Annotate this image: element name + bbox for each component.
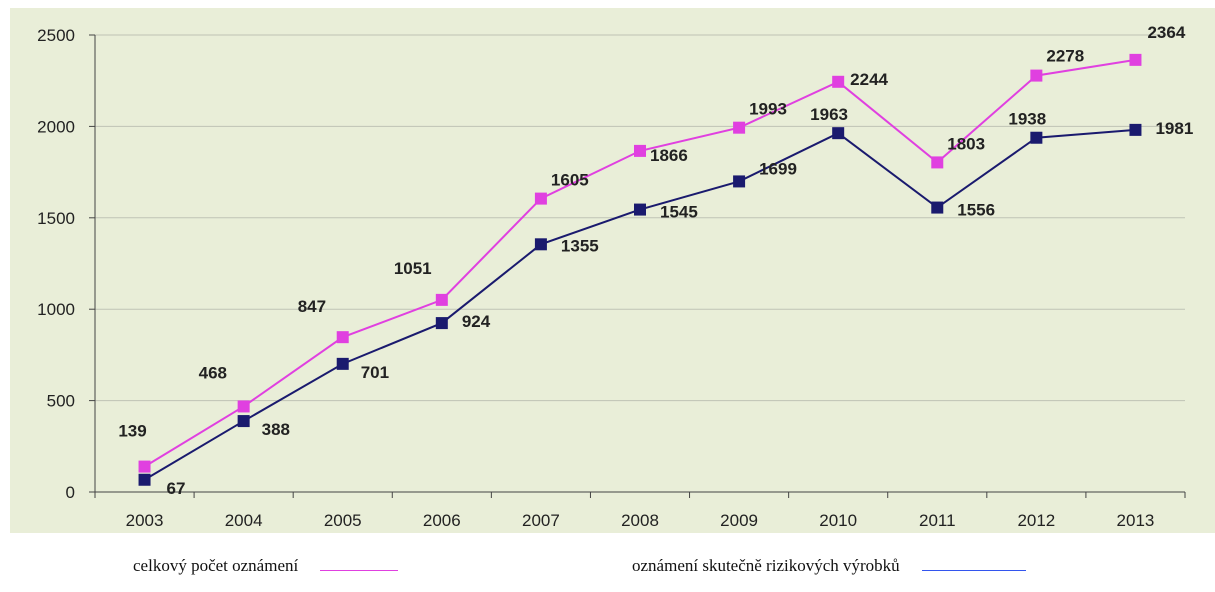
data-point <box>634 203 646 216</box>
legend-total: celkový počet oznámení <box>133 556 399 576</box>
data-label: 1963 <box>810 105 848 124</box>
data-label: 847 <box>298 297 326 316</box>
data-point <box>138 460 151 473</box>
x-tick-label: 2003 <box>126 511 164 530</box>
data-point <box>336 357 349 370</box>
data-point <box>733 121 746 134</box>
data-label: 139 <box>118 422 146 441</box>
data-label: 1051 <box>394 259 432 278</box>
data-point <box>931 201 944 214</box>
data-point <box>435 317 448 330</box>
data-label: 2244 <box>850 70 888 89</box>
x-tick-label: 2013 <box>1117 511 1155 530</box>
data-point <box>336 331 349 344</box>
data-label: 468 <box>199 363 227 382</box>
data-point <box>1129 53 1142 66</box>
legend-risky-label: oznámení skutečně rizikových výrobků <box>632 556 900 575</box>
legend-total-line <box>320 570 399 571</box>
data-point <box>237 415 250 428</box>
x-tick-label: 2012 <box>1017 511 1055 530</box>
data-point <box>634 144 646 157</box>
data-label: 701 <box>361 363 389 382</box>
data-point <box>237 400 250 413</box>
x-tick-label: 2004 <box>225 511 263 530</box>
data-label: 1866 <box>650 146 688 165</box>
data-label: 1699 <box>759 159 797 178</box>
y-axis-ticks: 0 500 1000 1500 2000 2500 <box>37 26 75 502</box>
x-tick-label: 2007 <box>522 511 560 530</box>
x-tick-label: 2011 <box>919 511 956 530</box>
data-label: 1981 <box>1155 119 1193 138</box>
x-axis-ticks: 2003 2004 2005 2006 2007 2008 2009 2010 2011 2012… <box>126 511 1155 530</box>
data-point <box>832 127 845 140</box>
data-label: 1355 <box>561 236 599 255</box>
data-label: 1605 <box>551 171 589 190</box>
gridlines <box>95 34 1185 402</box>
chart-background <box>10 8 1215 533</box>
data-label: 1556 <box>957 201 995 220</box>
data-point <box>534 192 547 205</box>
legend-risky: oznámení skutečně rizikových výrobků <box>632 556 1026 576</box>
data-label: 2278 <box>1046 47 1084 66</box>
data-label: 1938 <box>1008 110 1046 129</box>
data-label: 1545 <box>660 203 698 222</box>
series-lines <box>138 53 1142 486</box>
x-tick-label: 2010 <box>819 511 857 530</box>
x-tick-label: 2005 <box>324 511 362 530</box>
y-tick-label: 0 <box>66 483 75 502</box>
data-point <box>435 293 448 306</box>
data-point <box>832 75 845 88</box>
y-tick-label: 1000 <box>37 300 75 319</box>
data-label: 388 <box>262 420 290 439</box>
x-tick-label: 2008 <box>621 511 659 530</box>
data-label: 2364 <box>1147 23 1185 42</box>
data-point <box>1030 69 1043 82</box>
legend-risky-line <box>921 570 1026 571</box>
data-point <box>1129 123 1142 136</box>
x-tick-label: 2009 <box>720 511 758 530</box>
y-tick-label: 2500 <box>37 26 75 45</box>
data-point <box>733 175 746 188</box>
x-tick-label: 2006 <box>423 511 461 530</box>
y-tick-label: 2000 <box>37 117 75 136</box>
data-point <box>931 156 944 169</box>
y-tick-label: 500 <box>47 392 75 411</box>
data-labels: 139 468 847 1051 1605 1866 1993 2244 1803 2278 236… <box>118 23 1193 498</box>
data-point <box>1030 131 1043 144</box>
data-point <box>534 238 547 251</box>
y-tick-label: 1500 <box>37 209 75 228</box>
axes <box>89 34 1186 498</box>
data-label: 1993 <box>749 100 787 119</box>
data-label: 1803 <box>947 134 985 153</box>
data-label: 924 <box>462 312 491 331</box>
data-label: 67 <box>167 479 186 498</box>
legend-total-label: celkový počet oznámení <box>133 556 299 575</box>
data-point <box>138 473 151 486</box>
